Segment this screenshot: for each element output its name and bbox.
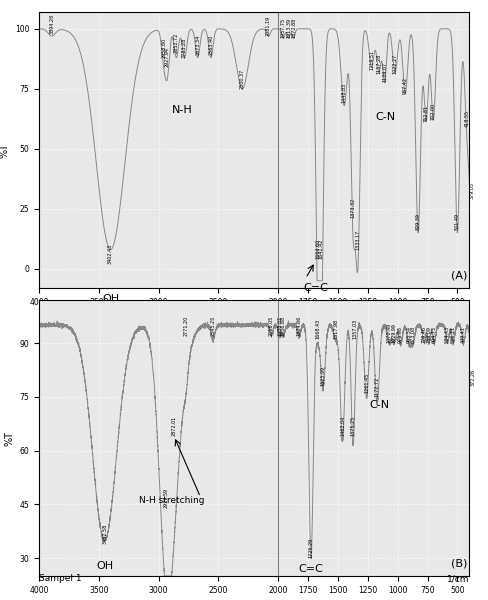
Text: 1373.32: 1373.32 [350, 198, 355, 218]
Text: 1448.83: 1448.83 [341, 83, 346, 103]
Text: 1022.27: 1022.27 [392, 54, 397, 74]
Text: 1641.42: 1641.42 [318, 239, 323, 259]
Text: 1157.28: 1157.28 [376, 54, 381, 74]
Text: 1725.29: 1725.29 [308, 538, 313, 558]
Text: 1824.66: 1824.66 [296, 316, 301, 336]
Text: 1172.72: 1172.72 [374, 377, 379, 397]
Text: 2300.37: 2300.37 [239, 68, 244, 89]
Text: 2545.25: 2545.25 [210, 316, 215, 336]
Text: 2783.28: 2783.28 [182, 37, 187, 58]
Text: 905.54: 905.54 [406, 326, 411, 343]
Text: 873.08: 873.08 [409, 326, 414, 343]
Y-axis label: %T: %T [4, 431, 14, 445]
Text: 1872.88: 1872.88 [290, 18, 295, 38]
Text: 536.21: 536.21 [450, 326, 455, 343]
Text: 2673.34: 2673.34 [195, 35, 200, 55]
Text: 1956.88: 1956.88 [281, 316, 285, 336]
Text: 2081.19: 2081.19 [265, 16, 270, 36]
Text: C-N: C-N [369, 400, 389, 410]
Text: 3452.58: 3452.58 [102, 523, 107, 544]
Text: 1357.03: 1357.03 [352, 319, 357, 340]
Text: 1333.17: 1333.17 [355, 229, 360, 250]
Text: 694.73: 694.73 [431, 326, 436, 343]
Text: 449.41: 449.41 [460, 326, 465, 343]
Text: 584.43: 584.43 [444, 326, 449, 343]
Text: 1913.39: 1913.39 [285, 19, 290, 38]
Text: 739.09: 739.09 [426, 326, 430, 343]
Text: 702.00: 702.00 [430, 103, 435, 120]
Text: OH: OH [102, 295, 119, 304]
Text: 379.05: 379.05 [468, 182, 473, 199]
Text: 3402.43: 3402.43 [108, 244, 113, 264]
Text: C=C: C=C [303, 283, 327, 293]
Text: OH: OH [96, 561, 113, 571]
Text: 2927.94: 2927.94 [164, 47, 169, 67]
Text: N-H: N-H [172, 105, 193, 115]
Text: 1664.60: 1664.60 [315, 239, 320, 259]
Text: 418.55: 418.55 [464, 110, 469, 127]
Text: 937.42: 937.42 [402, 77, 407, 94]
Text: 1070.49: 1070.49 [386, 323, 391, 343]
Text: Sampel 1: Sampel 1 [39, 574, 81, 583]
Text: 1375.25: 1375.25 [350, 416, 355, 436]
Text: 2937.59: 2937.59 [163, 488, 168, 508]
Y-axis label: %T: %T [0, 142, 9, 157]
Text: C-N: C-N [375, 112, 395, 122]
Text: C=C: C=C [298, 565, 323, 574]
Text: 2563.40: 2563.40 [208, 35, 213, 55]
Text: 1109.07: 1109.07 [382, 61, 386, 82]
Text: 1462.04: 1462.04 [339, 416, 345, 436]
Text: 762.81: 762.81 [423, 105, 428, 122]
Text: 2056.05: 2056.05 [268, 316, 273, 336]
Text: (A): (A) [450, 271, 466, 281]
Text: Sampel 2: Sampel 2 [39, 302, 81, 311]
Text: 779.46: 779.46 [421, 326, 426, 343]
Text: 372.26: 372.26 [469, 369, 474, 386]
Text: 975.98: 975.98 [397, 326, 403, 343]
Text: 1029.99: 1029.99 [391, 323, 396, 343]
Text: 1668.43: 1668.43 [315, 319, 320, 340]
Text: 501.49: 501.49 [454, 214, 459, 230]
Text: 1957.75: 1957.75 [280, 18, 285, 38]
Text: 1625.99: 1625.99 [320, 366, 325, 386]
Text: 3894.28: 3894.28 [49, 13, 54, 34]
Text: 2771.20: 2771.20 [183, 316, 188, 336]
Text: 829.39: 829.39 [415, 214, 420, 230]
Text: 1517.98: 1517.98 [333, 319, 338, 340]
Text: 1/cm: 1/cm [446, 574, 468, 583]
Text: 1261.45: 1261.45 [363, 373, 368, 393]
Text: N-H stretching: N-H stretching [138, 496, 203, 505]
Text: 1/cm: 1/cm [446, 302, 468, 311]
Text: 2872.01: 2872.01 [171, 416, 176, 436]
Text: 2958.80: 2958.80 [161, 37, 166, 58]
Text: 1219.51: 1219.51 [368, 49, 373, 70]
Text: (B): (B) [450, 559, 466, 569]
Text: 2852.72: 2852.72 [174, 32, 179, 53]
Text: 1988.02: 1988.02 [277, 316, 282, 336]
